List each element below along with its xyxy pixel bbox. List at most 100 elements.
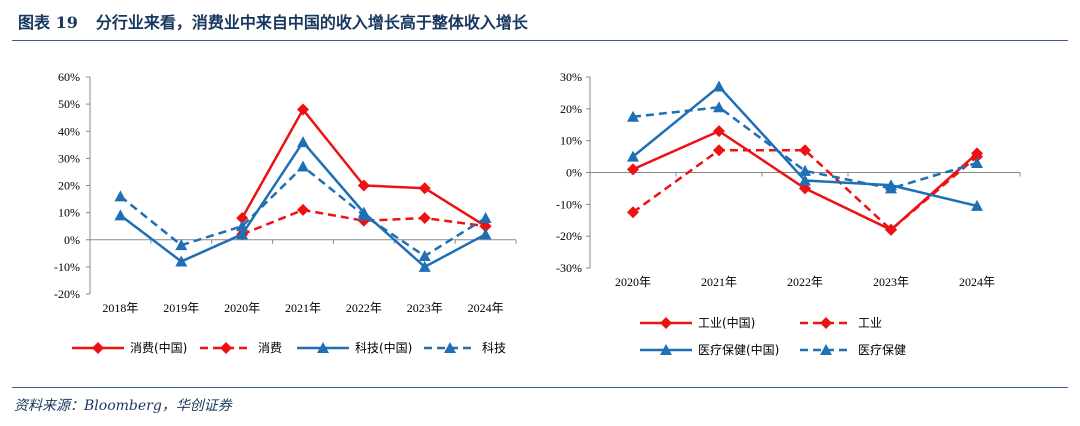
data-point: [297, 203, 309, 216]
y-tick-label: 30%: [58, 151, 80, 165]
legend-item: 医疗保健: [800, 343, 906, 357]
series-2: [627, 144, 983, 236]
legend-item: 工业(中国): [640, 315, 755, 330]
data-point: [971, 199, 983, 211]
data-point: [627, 110, 639, 122]
x-tick-label: 2023年: [407, 301, 443, 315]
data-point: [236, 212, 249, 225]
figure-title: 分行业来看，消费业中来自中国的收入增长高于整体收入增长: [95, 13, 528, 32]
data-point: [627, 163, 639, 176]
x-tick-label: 2021年: [701, 275, 737, 289]
data-point: [713, 101, 725, 113]
data-point: [114, 209, 127, 221]
data-point: [799, 144, 811, 157]
y-tick-label: -10%: [54, 260, 80, 274]
series-line: [241, 208, 486, 236]
legend-label: 科技(中国): [355, 340, 412, 355]
data-point: [971, 156, 983, 168]
x-tick-label: 2021年: [285, 301, 321, 315]
x-tick-label: 2018年: [102, 301, 138, 315]
x-tick-label: 2020年: [224, 301, 260, 315]
legend-label: 医疗保健: [858, 343, 906, 357]
data-point: [114, 190, 127, 202]
y-tick-label: -20%: [556, 229, 582, 243]
legend-label: 工业: [858, 316, 882, 330]
data-point: [297, 103, 309, 116]
y-tick-label: -30%: [556, 261, 582, 275]
x-tick-label: 2019年: [163, 301, 199, 315]
y-tick-label: 50%: [58, 97, 80, 111]
data-point: [357, 179, 370, 192]
legend-item: 科技: [424, 341, 506, 355]
y-tick-label: 10%: [560, 134, 582, 148]
legend-marker: [444, 342, 456, 353]
legend-marker: [660, 344, 672, 355]
legend-label: 医疗保健(中国): [698, 342, 779, 357]
legend-marker: [220, 342, 232, 354]
data-point: [627, 206, 639, 219]
x-tick-label: 2022年: [346, 301, 382, 315]
legend-label: 消费(中国): [130, 340, 187, 355]
data-point: [885, 223, 897, 236]
legend-label: 消费: [258, 341, 282, 355]
y-tick-label: 60%: [58, 70, 80, 84]
data-point: [297, 136, 309, 148]
legend-label: 科技: [482, 341, 506, 355]
data-point: [297, 160, 309, 172]
axes: 60% 50% 40% 30% 20% 10% 0% -10% -20% 2018年 2019年 20…: [54, 70, 517, 315]
legend-item: 消费(中国): [72, 340, 187, 355]
data-point: [627, 150, 639, 162]
y-tick-label: 0%: [566, 166, 582, 180]
figure-label: 图表 19: [18, 13, 78, 32]
legend-label: 工业(中国): [698, 315, 755, 330]
data-point: [971, 150, 983, 163]
data-point: [479, 228, 492, 240]
data-point: [418, 250, 431, 262]
axes: 30% 20% 10% 0% -10% -20% -30% 2020年 2021年 2022年 20…: [556, 70, 1021, 289]
data-point: [885, 182, 897, 194]
data-point: [236, 228, 249, 240]
series-4: [114, 160, 492, 262]
y-tick-label: -10%: [556, 197, 582, 211]
top-rule: [12, 40, 1068, 41]
data-point: [418, 260, 431, 272]
source-note: 资料来源：Bloomberg，华创证券: [14, 398, 232, 414]
legend-item: 科技(中国): [297, 340, 412, 355]
series-line: [632, 105, 978, 190]
series-line: [632, 148, 978, 232]
data-point: [799, 174, 811, 186]
series-4: [627, 101, 983, 194]
x-tick-label: 2024年: [468, 301, 504, 315]
y-tick-label: 0%: [64, 233, 80, 247]
y-tick-label: 10%: [58, 206, 80, 220]
x-tick-label: 2022年: [787, 275, 823, 289]
data-point: [713, 125, 725, 138]
data-point: [713, 80, 725, 92]
x-tick-label: 2024年: [959, 275, 995, 289]
data-point: [175, 255, 188, 267]
x-tick-label: 2020年: [615, 275, 651, 289]
legend-marker: [317, 342, 329, 353]
legend-item: 工业: [800, 316, 882, 330]
figure-header: 图表 19 分行业来看，消费业中来自中国的收入增长高于整体收入增长: [18, 6, 1062, 36]
data-point: [236, 220, 249, 232]
bottom-rule: [12, 387, 1068, 388]
y-tick-label: -20%: [54, 287, 80, 301]
legend-marker: [92, 342, 104, 354]
legend-marker: [820, 317, 832, 329]
data-point: [418, 212, 431, 225]
data-point: [713, 144, 725, 157]
data-point: [799, 164, 811, 176]
data-point: [175, 239, 188, 251]
data-point: [479, 212, 492, 224]
legend-item: 医疗保健(中国): [640, 342, 779, 357]
legend-item: 消费: [200, 341, 282, 355]
y-tick-label: 40%: [58, 124, 80, 138]
y-tick-label: 20%: [58, 179, 80, 193]
data-point: [357, 209, 370, 221]
x-tick-label: 2023年: [873, 275, 909, 289]
series-3: [114, 136, 492, 272]
legend-marker: [820, 344, 832, 355]
